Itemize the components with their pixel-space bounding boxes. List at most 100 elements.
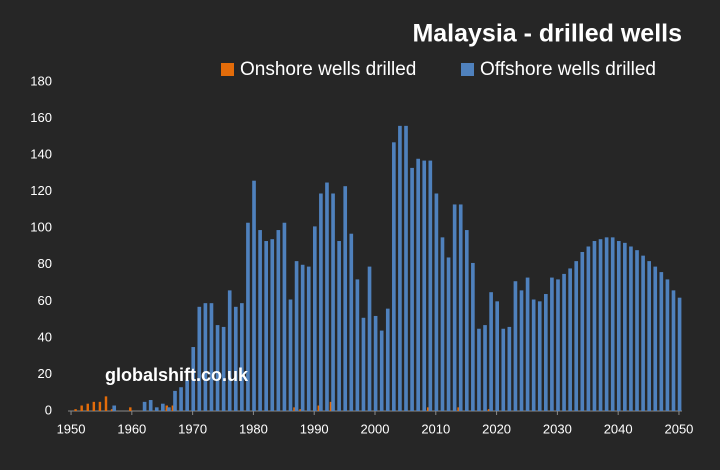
bar bbox=[154, 407, 159, 411]
bar bbox=[74, 409, 77, 411]
legend-label: Offshore wells drilled bbox=[480, 59, 656, 80]
bar bbox=[246, 222, 250, 411]
bar bbox=[426, 407, 430, 411]
bar bbox=[86, 403, 89, 411]
y-tick-label: 180 bbox=[30, 73, 52, 88]
watermark: globalshift.co.uk bbox=[105, 365, 249, 385]
bar bbox=[165, 405, 169, 411]
bar bbox=[319, 193, 323, 411]
bar bbox=[258, 230, 262, 411]
bar bbox=[161, 403, 165, 411]
bar bbox=[379, 330, 384, 411]
bar bbox=[446, 257, 451, 411]
bar bbox=[653, 266, 658, 411]
bar bbox=[392, 142, 396, 412]
x-tick-label: 2030 bbox=[543, 421, 572, 436]
x-tick-label: 1960 bbox=[117, 421, 146, 436]
bar bbox=[434, 193, 439, 411]
y-tick-label: 120 bbox=[30, 183, 52, 198]
bar bbox=[457, 407, 460, 411]
bar bbox=[422, 160, 427, 411]
x-tick-label: 2020 bbox=[482, 421, 511, 436]
x-tick-label: 1980 bbox=[239, 421, 268, 436]
bar bbox=[604, 237, 609, 411]
x-tick-label: 1970 bbox=[178, 421, 207, 436]
bar bbox=[410, 167, 414, 411]
legend-swatch bbox=[221, 63, 234, 76]
bar bbox=[129, 407, 132, 411]
bar bbox=[635, 250, 639, 411]
bar bbox=[104, 396, 108, 411]
bar bbox=[299, 409, 302, 411]
bar bbox=[343, 186, 348, 411]
bar bbox=[264, 241, 269, 411]
bar bbox=[574, 261, 579, 411]
y-tick-label: 80 bbox=[38, 256, 52, 271]
bar bbox=[665, 279, 670, 411]
bar bbox=[317, 405, 320, 411]
bar bbox=[221, 326, 226, 411]
bar bbox=[416, 158, 420, 411]
bar bbox=[458, 204, 463, 411]
x-tick-label: 2050 bbox=[664, 421, 693, 436]
bar bbox=[519, 290, 524, 411]
bar bbox=[331, 193, 335, 411]
y-tick-label: 20 bbox=[38, 366, 52, 381]
bar bbox=[440, 237, 445, 411]
bar bbox=[337, 241, 341, 411]
bar bbox=[513, 281, 518, 411]
bar bbox=[629, 246, 633, 411]
bar bbox=[659, 272, 664, 411]
bar bbox=[197, 306, 202, 411]
bar bbox=[671, 290, 676, 411]
x-tick-label: 1990 bbox=[300, 421, 329, 436]
bar bbox=[227, 290, 232, 411]
bar bbox=[325, 182, 329, 411]
bar bbox=[80, 405, 83, 411]
bar bbox=[598, 239, 603, 411]
bar bbox=[537, 301, 542, 411]
bar bbox=[98, 401, 102, 411]
legend-swatch bbox=[461, 63, 474, 76]
bar bbox=[586, 246, 591, 411]
bar bbox=[471, 262, 475, 411]
bar bbox=[329, 401, 333, 411]
bar bbox=[92, 401, 96, 411]
y-tick-label: 40 bbox=[38, 329, 52, 344]
bar bbox=[209, 303, 214, 411]
bar bbox=[110, 409, 114, 411]
bar bbox=[282, 222, 287, 411]
bar bbox=[531, 299, 536, 411]
bar bbox=[550, 277, 554, 411]
x-tick-label: 2000 bbox=[361, 421, 390, 436]
bar bbox=[501, 328, 506, 411]
bar bbox=[495, 301, 500, 411]
bar bbox=[288, 299, 293, 411]
x-tick-label: 1950 bbox=[57, 421, 86, 436]
bar bbox=[312, 226, 317, 411]
bar bbox=[641, 255, 645, 411]
bar bbox=[592, 241, 597, 411]
bar bbox=[483, 325, 487, 411]
bar bbox=[525, 277, 530, 411]
bar bbox=[556, 279, 560, 411]
bar bbox=[616, 241, 621, 411]
bar bbox=[355, 279, 360, 411]
bar bbox=[215, 325, 220, 411]
bar bbox=[171, 405, 175, 411]
bar bbox=[148, 400, 153, 411]
y-tick-label: 0 bbox=[45, 402, 52, 417]
bar bbox=[185, 379, 189, 411]
bar bbox=[544, 294, 548, 411]
bar bbox=[203, 303, 208, 411]
bar bbox=[647, 261, 651, 411]
bar bbox=[489, 292, 493, 411]
bar bbox=[270, 239, 275, 411]
legend-label: Onshore wells drilled bbox=[240, 59, 416, 80]
bar bbox=[349, 233, 354, 411]
bar bbox=[373, 315, 378, 411]
bar bbox=[306, 266, 311, 411]
bar bbox=[477, 328, 481, 411]
bar bbox=[361, 317, 366, 411]
